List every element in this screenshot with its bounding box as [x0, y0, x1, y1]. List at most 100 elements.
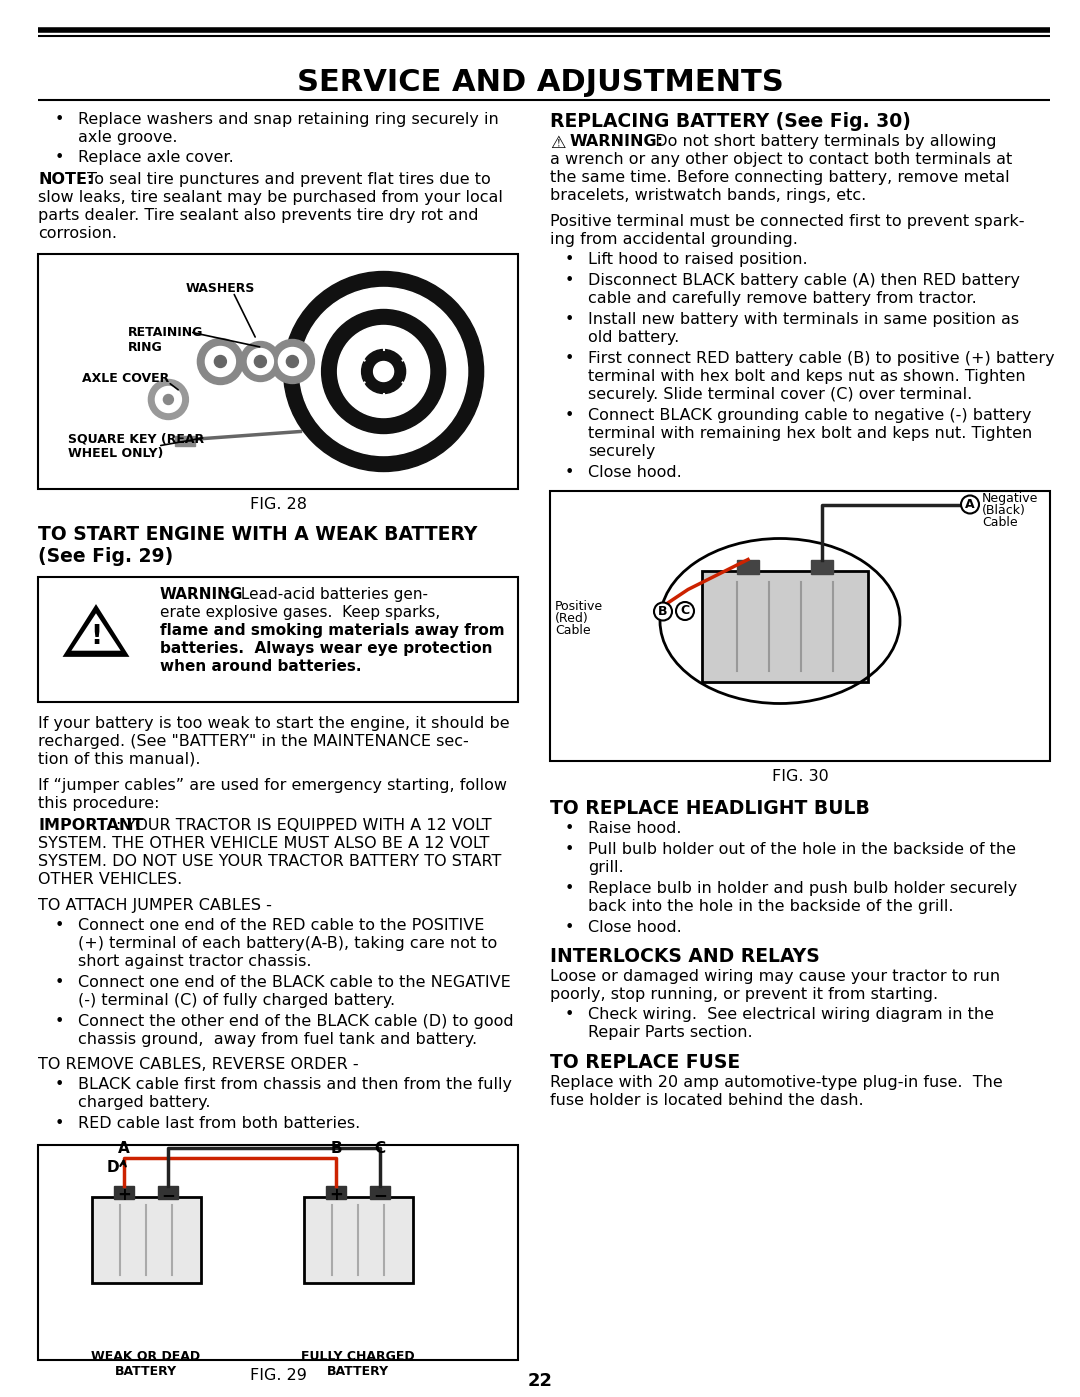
Text: old battery.: old battery. [588, 330, 679, 345]
Text: securely: securely [588, 444, 656, 460]
Text: FIG. 30: FIG. 30 [771, 768, 828, 784]
Circle shape [286, 355, 298, 367]
Text: RETAINING
RING: RETAINING RING [129, 326, 203, 353]
Circle shape [205, 346, 235, 377]
Text: +: + [117, 1186, 131, 1204]
Text: Positive: Positive [555, 599, 603, 613]
Circle shape [241, 341, 281, 381]
Text: back into the hole in the backside of the grill.: back into the hole in the backside of th… [588, 900, 954, 914]
Circle shape [299, 288, 468, 455]
Text: corrosion.: corrosion. [38, 226, 117, 242]
FancyBboxPatch shape [38, 1146, 518, 1361]
FancyBboxPatch shape [303, 1197, 413, 1282]
Text: Raise hood.: Raise hood. [588, 821, 681, 835]
Text: Replace with 20 amp automotive-type plug-in fuse.  The: Replace with 20 amp automotive-type plug… [550, 1076, 1002, 1090]
Text: Connect BLACK grounding cable to negative (-) battery: Connect BLACK grounding cable to negativ… [588, 408, 1031, 423]
Text: BLACK cable first from chassis and then from the fully: BLACK cable first from chassis and then … [78, 1077, 512, 1092]
Circle shape [247, 348, 273, 374]
Text: •: • [565, 882, 575, 895]
Text: If “jumper cables” are used for emergency starting, follow: If “jumper cables” are used for emergenc… [38, 778, 507, 793]
Text: Negative: Negative [982, 492, 1038, 504]
FancyBboxPatch shape [92, 1197, 201, 1282]
Text: Loose or damaged wiring may cause your tractor to run: Loose or damaged wiring may cause your t… [550, 970, 1000, 983]
Text: +: + [329, 1186, 343, 1204]
Text: cable and carefully remove battery from tractor.: cable and carefully remove battery from … [588, 291, 976, 306]
Text: •: • [565, 312, 575, 327]
Text: •: • [55, 975, 65, 990]
Text: TO REPLACE HEADLIGHT BULB: TO REPLACE HEADLIGHT BULB [550, 799, 869, 819]
Text: •: • [55, 149, 65, 165]
Text: when around batteries.: when around batteries. [160, 659, 362, 673]
Text: Positive terminal must be connected first to prevent spark-: Positive terminal must be connected firs… [550, 214, 1025, 229]
Text: Cable: Cable [982, 515, 1017, 529]
Text: WARNING: WARNING [160, 587, 243, 602]
Text: •: • [565, 351, 575, 366]
Text: OTHER VEHICLES.: OTHER VEHICLES. [38, 872, 183, 887]
Circle shape [654, 602, 672, 620]
Text: : YOUR TRACTOR IS EQUIPPED WITH A 12 VOLT: : YOUR TRACTOR IS EQUIPPED WITH A 12 VOL… [116, 819, 491, 833]
Text: Replace bulb in holder and push bulb holder securely: Replace bulb in holder and push bulb hol… [588, 882, 1017, 895]
Circle shape [156, 387, 181, 412]
Text: tion of this manual).: tion of this manual). [38, 752, 201, 767]
Bar [737, 560, 759, 574]
Text: grill.: grill. [588, 861, 623, 875]
Text: flame and smoking materials away from: flame and smoking materials away from [160, 623, 504, 638]
Text: poorly, stop running, or prevent it from starting.: poorly, stop running, or prevent it from… [550, 988, 939, 1002]
Text: terminal with hex bolt and keps nut as shown. Tighten: terminal with hex bolt and keps nut as s… [588, 369, 1026, 384]
FancyBboxPatch shape [550, 490, 1050, 761]
Text: Replace axle cover.: Replace axle cover. [78, 149, 233, 165]
Text: Check wiring.  See electrical wiring diagram in the: Check wiring. See electrical wiring diag… [588, 1007, 994, 1023]
Text: SYSTEM. DO NOT USE YOUR TRACTOR BATTERY TO START: SYSTEM. DO NOT USE YOUR TRACTOR BATTERY … [38, 854, 501, 869]
Text: Cable: Cable [555, 624, 591, 637]
Text: slow leaks, tire sealant may be purchased from your local: slow leaks, tire sealant may be purchase… [38, 190, 503, 205]
Polygon shape [63, 604, 130, 657]
Text: SERVICE AND ADJUSTMENTS: SERVICE AND ADJUSTMENTS [297, 68, 783, 96]
Text: C: C [680, 605, 689, 617]
Text: •: • [565, 821, 575, 835]
Text: the same time. Before connecting battery, remove metal: the same time. Before connecting battery… [550, 170, 1010, 184]
Circle shape [338, 326, 430, 418]
Text: TO REMOVE CABLES, REVERSE ORDER -: TO REMOVE CABLES, REVERSE ORDER - [38, 1058, 359, 1071]
Bar [114, 1186, 134, 1199]
Text: •: • [565, 921, 575, 935]
Text: (Black): (Black) [982, 504, 1026, 517]
Text: Close hood.: Close hood. [588, 921, 681, 935]
Text: chassis ground,  away from fuel tank and battery.: chassis ground, away from fuel tank and … [78, 1032, 477, 1046]
Text: •: • [565, 842, 575, 856]
Text: ing from accidental grounding.: ing from accidental grounding. [550, 232, 798, 247]
Text: Close hood.: Close hood. [588, 465, 681, 481]
Text: TO REPLACE FUSE: TO REPLACE FUSE [550, 1053, 740, 1071]
Text: (See Fig. 29): (See Fig. 29) [38, 548, 173, 566]
Text: B: B [330, 1140, 341, 1155]
Text: •: • [55, 1116, 65, 1132]
Text: Lift hood to raised position.: Lift hood to raised position. [588, 251, 808, 267]
Text: erate explosive gases.  Keep sparks,: erate explosive gases. Keep sparks, [160, 605, 441, 620]
Text: SYSTEM. THE OTHER VEHICLE MUST ALSO BE A 12 VOLT: SYSTEM. THE OTHER VEHICLE MUST ALSO BE A… [38, 835, 489, 851]
Text: D: D [107, 1160, 119, 1175]
Text: •: • [55, 112, 65, 127]
Text: short against tractor chassis.: short against tractor chassis. [78, 954, 311, 970]
Bar [158, 1186, 178, 1199]
Text: •: • [565, 408, 575, 423]
Text: Repair Parts section.: Repair Parts section. [588, 1025, 753, 1039]
Text: Replace washers and snap retaining ring securely in: Replace washers and snap retaining ring … [78, 112, 499, 127]
Circle shape [270, 339, 314, 384]
Text: −: − [161, 1186, 175, 1204]
Text: a wrench or any other object to contact both terminals at: a wrench or any other object to contact … [550, 152, 1012, 168]
Bar [326, 1186, 346, 1199]
Circle shape [961, 496, 978, 514]
Text: •: • [565, 1007, 575, 1023]
Text: Connect one end of the RED cable to the POSITIVE: Connect one end of the RED cable to the … [78, 918, 484, 933]
Text: IMPORTANT: IMPORTANT [38, 819, 144, 833]
Bar [811, 560, 833, 574]
Text: bracelets, wristwatch bands, rings, etc.: bracelets, wristwatch bands, rings, etc. [550, 189, 866, 203]
Text: 22: 22 [527, 1372, 553, 1390]
Circle shape [215, 355, 227, 367]
Text: parts dealer. Tire sealant also prevents tire dry rot and: parts dealer. Tire sealant also prevents… [38, 208, 478, 224]
FancyBboxPatch shape [702, 570, 868, 682]
Text: C: C [375, 1140, 386, 1155]
Text: To seal tire punctures and prevent flat tires due to: To seal tire punctures and prevent flat … [82, 172, 490, 187]
Text: If your battery is too weak to start the engine, it should be: If your battery is too weak to start the… [38, 717, 510, 731]
Text: Disconnect BLACK battery cable (A) then RED battery: Disconnect BLACK battery cable (A) then … [588, 272, 1020, 288]
Circle shape [374, 362, 393, 381]
